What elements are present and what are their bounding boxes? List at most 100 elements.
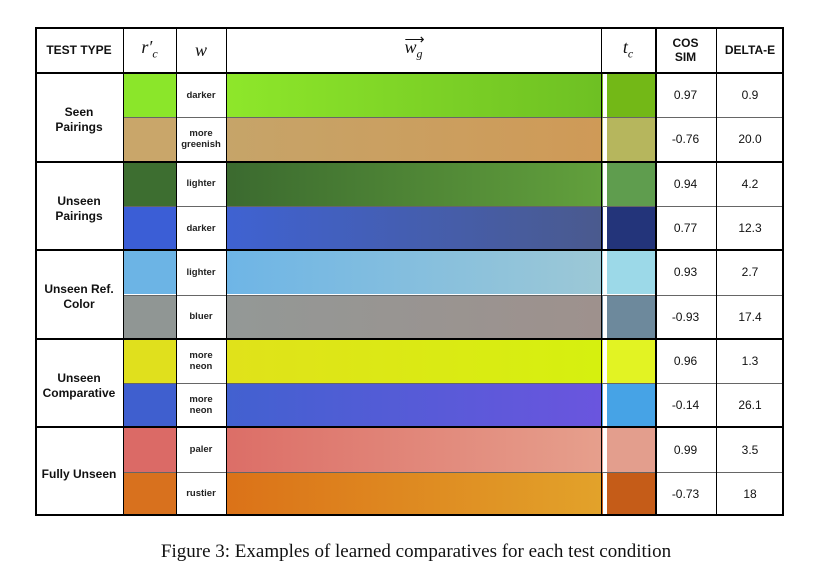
group-divider bbox=[35, 72, 784, 74]
header-tc-sub: c bbox=[627, 46, 634, 61]
row-divider bbox=[123, 383, 784, 385]
target-color-swatch bbox=[601, 73, 655, 118]
reference-color-swatch bbox=[123, 471, 176, 516]
delta-e-value: 1.3 bbox=[716, 338, 784, 384]
column-divider bbox=[716, 27, 717, 516]
group-divider bbox=[35, 337, 784, 340]
header-comparative: w bbox=[176, 27, 226, 73]
header-target-color: tc bbox=[601, 27, 655, 73]
comparative-label: lighter bbox=[176, 250, 226, 295]
column-divider bbox=[123, 27, 124, 516]
white-divider bbox=[603, 73, 607, 118]
delta-e-value: 26.1 bbox=[716, 383, 784, 428]
delta-e-value: 17.4 bbox=[716, 294, 784, 339]
text-line: more bbox=[189, 394, 213, 406]
white-divider bbox=[603, 161, 607, 206]
target-color-swatch bbox=[601, 383, 655, 428]
header-test-type: TEST TYPE bbox=[35, 27, 123, 73]
comparatives-table: TEST TYPE r′c w ⟶ wg tc COS SIM DELTA-E … bbox=[35, 27, 784, 516]
target-color-swatch bbox=[601, 117, 655, 162]
reference-color-swatch bbox=[123, 250, 176, 295]
group-label: Unseen Ref. Color bbox=[35, 250, 123, 339]
target-color-swatch bbox=[601, 294, 655, 339]
text-line: lighter bbox=[186, 266, 216, 278]
text-line: Comparative bbox=[42, 386, 116, 401]
header-gradient-vector: ⟶ wg bbox=[226, 27, 601, 73]
delta-e-value: 3.5 bbox=[716, 427, 784, 472]
target-color-swatch bbox=[601, 161, 655, 206]
column-divider bbox=[176, 27, 177, 516]
group-label-text: Seen Pairings bbox=[55, 105, 102, 135]
group-label: Seen Pairings bbox=[35, 73, 123, 162]
white-divider bbox=[603, 117, 607, 162]
header-cos-line1: COS bbox=[672, 36, 699, 50]
header-wg-sub: g bbox=[416, 46, 423, 61]
figure-caption: Figure 3: Examples of learned comparativ… bbox=[160, 541, 672, 562]
delta-e-value: 12.3 bbox=[716, 205, 784, 251]
header-wg-base: w bbox=[404, 36, 417, 57]
column-divider bbox=[226, 27, 227, 516]
gradient-bar bbox=[226, 471, 601, 516]
text-line: bluer bbox=[189, 311, 213, 323]
header-tc-base: t bbox=[622, 36, 628, 57]
reference-color-swatch bbox=[123, 427, 176, 472]
gradient-bar bbox=[226, 117, 601, 162]
gradient-bar bbox=[226, 427, 601, 472]
text-line: Pairings bbox=[55, 120, 103, 135]
gradient-bar bbox=[226, 383, 601, 428]
comparative-label: darker bbox=[176, 205, 226, 251]
cos-sim-value: 0.93 bbox=[655, 250, 716, 295]
cos-sim-value: 0.96 bbox=[655, 338, 716, 384]
group-divider bbox=[35, 426, 784, 429]
reference-color-swatch bbox=[123, 383, 176, 428]
cos-sim-value: -0.93 bbox=[655, 294, 716, 339]
group-label: Unseen Comparative bbox=[35, 338, 123, 428]
header-delta-e: DELTA-E bbox=[716, 27, 784, 73]
reference-color-swatch bbox=[123, 73, 176, 118]
white-divider bbox=[603, 471, 607, 516]
header-rc-symbol: r′c bbox=[141, 38, 158, 61]
reference-color-swatch bbox=[123, 294, 176, 339]
comparative-label: paler bbox=[176, 427, 226, 472]
white-divider bbox=[603, 427, 607, 472]
comparative-label: more neon bbox=[176, 383, 226, 428]
text-line: neon bbox=[189, 360, 213, 372]
text-line: more bbox=[189, 128, 213, 140]
text-line: darker bbox=[186, 89, 216, 101]
text-line: greenish bbox=[181, 139, 221, 151]
comparative-label: bluer bbox=[176, 294, 226, 339]
text-line: Seen bbox=[64, 105, 94, 120]
white-divider bbox=[603, 338, 607, 384]
column-divider bbox=[601, 27, 602, 516]
header-rc-sub: c bbox=[152, 46, 158, 61]
cos-sim-value: 0.97 bbox=[655, 73, 716, 118]
white-divider bbox=[603, 205, 607, 251]
target-color-swatch bbox=[601, 205, 655, 251]
reference-color-swatch bbox=[123, 338, 176, 384]
delta-e-value: 4.2 bbox=[716, 161, 784, 206]
group-label: Fully Unseen bbox=[35, 427, 123, 516]
target-color-swatch bbox=[601, 427, 655, 472]
gradient-bar bbox=[226, 73, 601, 118]
header-w-symbol: w bbox=[194, 40, 207, 60]
text-line: lighter bbox=[186, 178, 216, 190]
group-divider bbox=[35, 160, 784, 163]
text-line: more bbox=[189, 349, 213, 361]
target-color-swatch bbox=[601, 250, 655, 295]
comparative-label: more neon bbox=[176, 338, 226, 384]
reference-color-swatch bbox=[123, 117, 176, 162]
reference-color-swatch bbox=[123, 205, 176, 251]
cos-sim-value: 0.94 bbox=[655, 161, 716, 206]
text-line: paler bbox=[189, 444, 213, 456]
header-cos-line2: SIM bbox=[674, 50, 697, 64]
white-divider bbox=[603, 294, 607, 339]
group-label-text: Unseen Ref. Color bbox=[44, 282, 113, 312]
text-line: darker bbox=[186, 222, 216, 234]
border-top bbox=[35, 27, 784, 29]
text-line: Unseen bbox=[57, 371, 101, 386]
comparative-label: lighter bbox=[176, 161, 226, 206]
header-delta-e-text: DELTA-E bbox=[724, 43, 776, 57]
cos-sim-value: -0.76 bbox=[655, 117, 716, 162]
gradient-bar bbox=[226, 205, 601, 251]
header-wg-arrow: ⟶ bbox=[404, 32, 425, 48]
